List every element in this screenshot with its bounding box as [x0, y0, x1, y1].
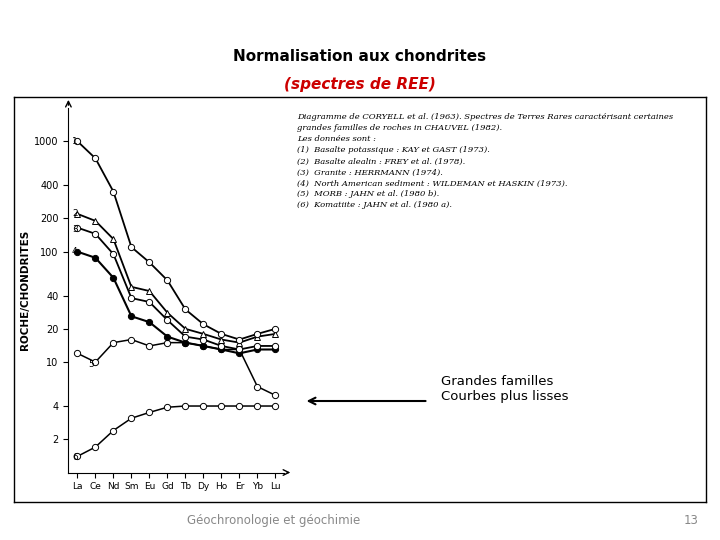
- Text: Normalisation aux chondrites: Normalisation aux chondrites: [233, 49, 487, 64]
- Text: 3: 3: [72, 225, 78, 234]
- Text: 5: 5: [89, 360, 94, 369]
- Text: Diagramme de CORYELL et al. (1963). Spectres de Terres Rares caractérisant certa: Diagramme de CORYELL et al. (1963). Spec…: [297, 113, 673, 210]
- Text: Grandes familles
Courbes plus lisses: Grandes familles Courbes plus lisses: [441, 375, 568, 403]
- Text: 4: 4: [72, 247, 78, 256]
- Text: 13: 13: [683, 514, 698, 527]
- Text: 2: 2: [72, 210, 78, 218]
- Y-axis label: ROCHE/CHONDRITES: ROCHE/CHONDRITES: [20, 230, 30, 350]
- Text: 1: 1: [72, 137, 78, 146]
- Text: (spectres de REE): (spectres de REE): [284, 77, 436, 92]
- Text: 6: 6: [72, 453, 78, 462]
- Text: Géochronologie et géochimie: Géochronologie et géochimie: [187, 514, 360, 527]
- Text: 3. La méthode Sm/Nd – Le modèle chondritique: 3. La méthode Sm/Nd – Le modèle chondrit…: [9, 11, 488, 30]
